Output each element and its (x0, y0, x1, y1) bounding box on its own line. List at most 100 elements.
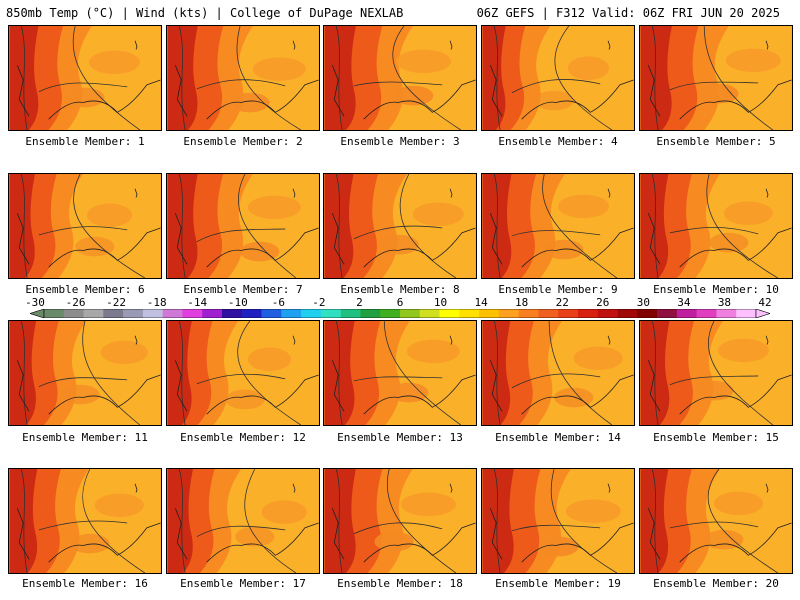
ensemble-member-label: Ensemble Member: 3 (340, 135, 460, 148)
colorbar-right-arrow (755, 309, 770, 318)
colorbar-segment (518, 309, 539, 318)
colorbar-tick-label: 26 (596, 296, 610, 309)
ensemble-map-panel (166, 25, 320, 131)
ensemble-map-panel (481, 173, 635, 279)
ensemble-member-label: Ensemble Member: 19 (495, 577, 621, 590)
colorbar-segment (123, 309, 144, 318)
temperature-colorbar (30, 309, 770, 318)
colorbar-tick-label: 10 (433, 296, 448, 309)
colorbar-tick-label: -6 (271, 296, 285, 309)
ensemble-map-panel (166, 468, 320, 574)
colorbar-segment (479, 309, 500, 318)
colorbar-segment (380, 309, 401, 318)
colorbar-segment (301, 309, 322, 318)
colorbar-segment (736, 309, 757, 318)
colorbar-segment (83, 309, 104, 318)
colorbar-segment (597, 309, 618, 318)
colorbar-tick-label: 22 (555, 296, 569, 309)
colorbar-segment (162, 309, 183, 318)
colorbar-tick-label: 30 (636, 296, 650, 309)
colorbar-tick-label: -18 (146, 296, 167, 309)
colorbar-segment (637, 309, 658, 318)
ensemble-member-label: Ensemble Member: 10 (653, 283, 779, 296)
colorbar-segment (340, 309, 361, 318)
ensemble-member-label: Ensemble Member: 11 (22, 431, 148, 444)
colorbar-segment (696, 309, 717, 318)
ensemble-map-panel (639, 320, 793, 426)
ensemble-map-panel (481, 25, 635, 131)
ensemble-map-panel (166, 320, 320, 426)
colorbar-tick-label: 34 (677, 296, 691, 309)
colorbar-tick-label: 2 (356, 296, 363, 309)
colorbar-segment (558, 309, 579, 318)
colorbar-segment (657, 309, 678, 318)
colorbar-segment (538, 309, 559, 318)
colorbar-segment (716, 309, 737, 318)
colorbar-segment (439, 309, 460, 318)
ensemble-member-label: Ensemble Member: 12 (180, 431, 306, 444)
colorbar-segment (182, 309, 203, 318)
ensemble-map-panel (481, 320, 635, 426)
colorbar-segment (676, 309, 697, 318)
ensemble-member-label: Ensemble Member: 20 (653, 577, 779, 590)
colorbar-segment (281, 309, 302, 318)
colorbar-segment (419, 309, 440, 318)
colorbar-segment (360, 309, 381, 318)
colorbar-segment (578, 309, 599, 318)
colorbar-left-arrow (30, 309, 45, 318)
ensemble-member-label: Ensemble Member: 8 (340, 283, 460, 296)
colorbar-segment (44, 309, 65, 318)
colorbar-segment (222, 309, 243, 318)
ensemble-map-panel (639, 173, 793, 279)
map-title: 850mb Temp (°C) | Wind (kts) | College o… (6, 6, 404, 20)
ensemble-map-panel (481, 468, 635, 574)
colorbar-tick-label: -14 (187, 296, 208, 309)
colorbar-segment (320, 309, 341, 318)
colorbar-tick-label: -22 (106, 296, 127, 309)
colorbar-segment (617, 309, 638, 318)
ensemble-map-panel (8, 320, 162, 426)
ensemble-map-panel (639, 25, 793, 131)
ensemble-member-label: Ensemble Member: 15 (653, 431, 779, 444)
ensemble-member-label: Ensemble Member: 14 (495, 431, 621, 444)
ensemble-member-label: Ensemble Member: 6 (25, 283, 145, 296)
colorbar-tick-label: -2 (312, 296, 326, 309)
colorbar-segment (63, 309, 84, 318)
ensemble-map-panel (323, 25, 477, 131)
ensemble-map-panel (8, 173, 162, 279)
ensemble-map-panel (323, 320, 477, 426)
colorbar-segment (103, 309, 124, 318)
colorbar-tick-label: -10 (227, 296, 248, 309)
ensemble-map-panel (323, 173, 477, 279)
colorbar-segment (261, 309, 282, 318)
ensemble-map-panel (166, 173, 320, 279)
run-valid-time: 06Z GEFS | F312 Valid: 06Z FRI JUN 20 20… (476, 6, 780, 20)
ensemble-member-label: Ensemble Member: 16 (22, 577, 148, 590)
colorbar-tick-label: 6 (396, 296, 404, 309)
colorbar-tick-label: 42 (758, 296, 772, 309)
colorbar-segment (498, 309, 519, 318)
colorbar-segment (241, 309, 262, 318)
ensemble-member-label: Ensemble Member: 5 (656, 135, 776, 148)
ensemble-member-label: Ensemble Member: 1 (25, 135, 145, 148)
ensemble-map-panel (323, 468, 477, 574)
ensemble-member-label: Ensemble Member: 18 (337, 577, 463, 590)
ensemble-member-label: Ensemble Member: 9 (498, 283, 618, 296)
ensemble-member-label: Ensemble Member: 17 (180, 577, 306, 590)
ensemble-member-label: Ensemble Member: 4 (498, 135, 618, 148)
colorbar-tick-label: 38 (717, 296, 732, 309)
colorbar-segment (202, 309, 223, 318)
ensemble-member-label: Ensemble Member: 13 (337, 431, 463, 444)
ensemble-map-panel (639, 468, 793, 574)
colorbar-tick-label: 18 (515, 296, 529, 309)
colorbar-tick-label: -30 (25, 296, 45, 309)
colorbar-segment (142, 309, 163, 318)
colorbar-tick-label: -26 (65, 296, 86, 309)
colorbar-tick-label: 14 (474, 296, 488, 309)
ensemble-map-panel (8, 25, 162, 131)
ensemble-map-panel (8, 468, 162, 574)
ensemble-member-label: Ensemble Member: 2 (183, 135, 303, 148)
colorbar-segment (459, 309, 480, 318)
ensemble-member-label: Ensemble Member: 7 (183, 283, 303, 296)
colorbar-segment (400, 309, 421, 318)
